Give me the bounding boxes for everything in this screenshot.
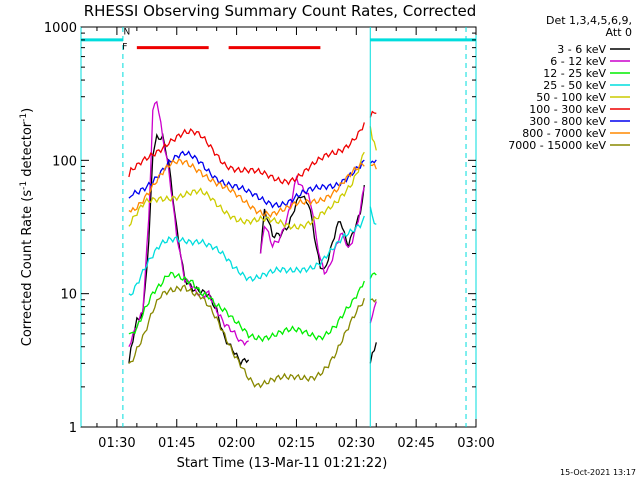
y-axis: 1 10 100 1000 — [44, 21, 476, 436]
series-line — [128, 100, 377, 348]
x-axis: 01:30 01:45 02:00 02:15 02:30 02:45 03:00 — [96, 27, 495, 451]
y-axis-label: Corrected Count Rate (s-1 detector-1) — [19, 108, 35, 346]
curve-layer — [128, 100, 377, 389]
x-tick-label: 02:15 — [278, 436, 315, 451]
series-line — [128, 271, 377, 343]
legend-label: 25 - 50 keV — [543, 79, 606, 92]
x-tick-label: 02:30 — [338, 436, 375, 451]
marker-layer: NF — [80, 27, 477, 427]
y-axis-label-sup2: -1 — [19, 113, 29, 122]
legend-label: 100 - 300 keV — [529, 103, 606, 116]
legend-label: 300 - 800 keV — [529, 115, 606, 128]
y-tick-label: 1000 — [44, 21, 77, 36]
series-line — [128, 284, 377, 389]
x-tick-label: 01:30 — [98, 436, 135, 451]
x-tick-label: 02:00 — [218, 436, 255, 451]
legend-label: 6 - 12 keV — [550, 55, 606, 68]
x-axis-label: Start Time (13-Mar-11 01:21:22) — [177, 456, 388, 471]
plot-area: NF — [80, 26, 477, 428]
legend-header-line2: Att 0 — [606, 26, 632, 39]
series-line — [128, 110, 377, 186]
flare-flag-label: F — [122, 42, 127, 52]
legend-label: 50 - 100 keV — [536, 91, 606, 104]
y-axis-label-sup1: -1 — [19, 181, 29, 190]
legend-header-line1: Det 1,3,4,5,6,9, — [546, 14, 632, 27]
y-axis-label-end: ) — [20, 108, 35, 113]
legend-label: 3 - 6 keV — [557, 43, 606, 56]
series-line — [128, 206, 377, 296]
series-line — [128, 158, 377, 219]
x-tick-label: 02:45 — [397, 436, 434, 451]
y-axis-label-mid: detector — [20, 121, 35, 181]
y-tick-label: 1 — [69, 421, 77, 436]
y-axis-label-main: Corrected Count Rate (s — [20, 190, 35, 347]
x-tick-label: 01:45 — [158, 436, 195, 451]
series-line — [128, 126, 377, 230]
chart-title: RHESSI Observing Summary Count Rates, Co… — [84, 2, 477, 20]
y-tick-label: 10 — [60, 288, 77, 303]
footer-timestamp: 15-Oct-2021 13:17 — [560, 468, 636, 477]
night-flag-label: N — [124, 27, 131, 37]
legend-label: 12 - 25 keV — [543, 67, 606, 80]
legend-label: 7000 - 15000 keV — [508, 139, 606, 152]
series-line — [128, 150, 377, 209]
y-tick-label: 100 — [52, 154, 77, 169]
x-tick-label: 03:00 — [457, 436, 494, 451]
legend-label: 800 - 7000 keV — [522, 127, 606, 140]
